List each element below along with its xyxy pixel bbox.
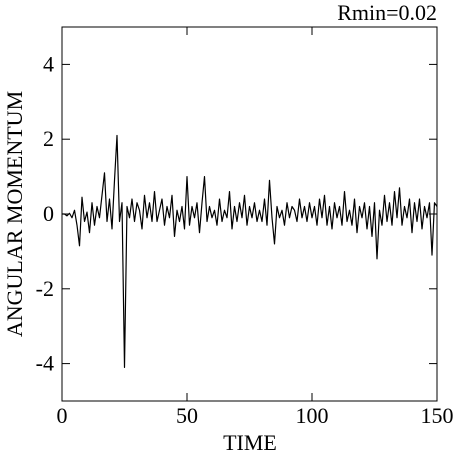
x-axis-label: TIME bbox=[223, 430, 277, 455]
y-tick-label: 0 bbox=[43, 201, 54, 226]
chart-title: Rmin=0.02 bbox=[337, 0, 437, 25]
line-series bbox=[62, 134, 438, 368]
x-tick-label: 50 bbox=[176, 403, 198, 428]
y-tick-label: 2 bbox=[43, 126, 54, 151]
y-axis-label: ANGULAR MOMENTUM bbox=[2, 91, 27, 337]
y-tick-label: -2 bbox=[36, 276, 54, 301]
x-tick-label: 100 bbox=[296, 403, 329, 428]
y-tick-label: 4 bbox=[43, 51, 54, 76]
x-tick-label: 150 bbox=[421, 403, 454, 428]
plot-frame bbox=[61, 26, 438, 402]
x-tick-label: 0 bbox=[57, 403, 68, 428]
y-tick-label: -4 bbox=[36, 351, 54, 376]
